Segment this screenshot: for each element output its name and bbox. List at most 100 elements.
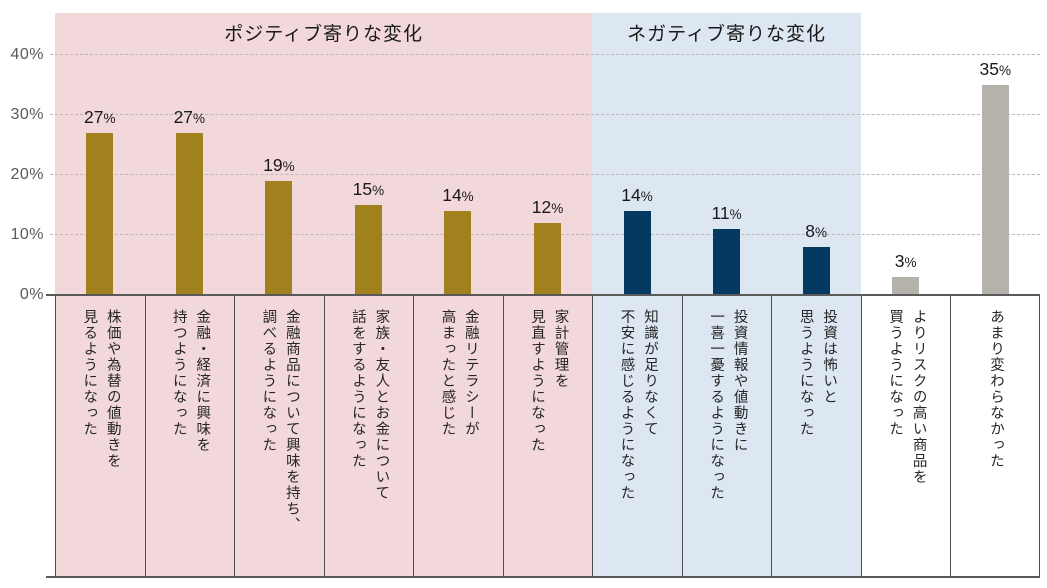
category-label-line: 投資は怖いと	[821, 309, 838, 405]
region-band-positive	[55, 13, 593, 295]
bar	[802, 247, 830, 295]
percent-sign: %	[551, 201, 564, 216]
bar-value-label: 14%	[621, 185, 652, 206]
category-label-line: 思うようになった	[797, 309, 814, 437]
gridline-20pct	[50, 174, 1040, 175]
gridline-40pct	[50, 54, 1040, 55]
category-label-line: 一喜一憂するようになった	[708, 309, 725, 501]
category-label-line: 金融商品について興味を持ち、	[283, 309, 300, 533]
y-tick-label: 30%	[10, 106, 44, 123]
category-label-line: 高まったと感じた	[439, 309, 456, 437]
bar	[354, 205, 382, 295]
bar-value-number: 14	[621, 185, 641, 205]
bar	[892, 277, 920, 295]
bar	[444, 211, 472, 295]
category-cell: 金融リテラシーが 高まったと感じた	[413, 296, 503, 576]
category-label-line: 見直すようになった	[528, 309, 545, 453]
bar-value-label: 19%	[263, 155, 294, 176]
bar-value-number: 27	[84, 107, 104, 127]
category-label-line: 金融リテラシーが	[462, 309, 479, 437]
category-cell: あまり変わらなかった	[950, 296, 1040, 576]
category-label-line: あまり変わらなかった	[987, 309, 1004, 469]
category-label-line: 見るようになった	[81, 309, 98, 437]
category-cell: 金融商品について興味を持ち、 調べるようになった	[234, 296, 324, 576]
y-tick-label: 20%	[10, 166, 44, 183]
bar-value-label: 11%	[711, 203, 741, 224]
gridline-30pct	[50, 114, 1040, 115]
region-band-neutral	[860, 13, 1040, 295]
category-label: 家計管理を 見直すようになった	[525, 309, 572, 453]
bar-value-label: 27%	[174, 107, 205, 128]
category-cell: 家計管理を 見直すようになった	[502, 296, 593, 576]
percent-sign: %	[904, 255, 917, 270]
percent-sign: %	[729, 207, 742, 222]
category-label: よりリスクの高い商品を 買うようになった	[883, 309, 930, 485]
category-label: 株価や為替の値動きを 見るようになった	[77, 309, 124, 469]
category-cell: よりリスクの高い商品を 買うようになった	[860, 296, 951, 576]
percent-sign: %	[461, 189, 474, 204]
bar-value-label: 15%	[353, 179, 384, 200]
bar	[265, 181, 293, 295]
category-label-line: 家計管理を	[552, 309, 569, 389]
category-label-line: 株価や為替の値動きを	[104, 309, 121, 469]
bar-value-number: 12	[531, 197, 552, 217]
bar-value-number: 19	[263, 155, 283, 175]
category-cell: 株価や為替の値動きを 見るようになった	[55, 296, 145, 576]
category-label-line: 持つようになった	[170, 309, 187, 437]
bar-value-label: 8%	[805, 221, 827, 242]
bar-value-number: 15	[352, 179, 373, 199]
category-label: 金融・経済に興味を 持つようになった	[166, 309, 213, 453]
category-cell: 知識が足りなくて 不安に感じるようになった	[592, 296, 682, 576]
bar-value-number: 3	[894, 251, 905, 271]
category-label: 家族・友人とお金について 話をするようになった	[345, 309, 392, 501]
bar-value-number: 27	[173, 107, 194, 127]
percent-sign: %	[282, 159, 295, 174]
bar	[175, 133, 203, 295]
bar	[981, 85, 1009, 295]
category-label-line: 家族・友人とお金について	[373, 309, 390, 501]
percent-sign: %	[640, 189, 653, 204]
percent-sign: %	[372, 183, 385, 198]
category-cell: 金融・経済に興味を 持つようになった	[144, 296, 235, 576]
bar-value-number: 35	[979, 59, 999, 79]
category-label: 知識が足りなくて 不安に感じるようになった	[614, 309, 661, 501]
y-tick-label: 0%	[19, 286, 44, 303]
bar	[534, 223, 561, 295]
category-label: 投資情報や値動きに 一喜一憂するようになった	[704, 309, 751, 501]
y-tick-label: 10%	[10, 226, 44, 243]
category-label-line: 知識が足りなくて	[642, 309, 659, 437]
bar	[713, 229, 741, 295]
category-label: 金融リテラシーが 高まったと感じた	[435, 309, 482, 437]
category-label: 投資は怖いと 思うようになった	[793, 309, 840, 437]
bottom-border-line	[46, 576, 1040, 578]
region-title-positive: ポジティブ寄りな変化	[224, 24, 424, 45]
category-cell: 投資情報や値動きに 一喜一憂するようになった	[681, 296, 772, 576]
category-cell: 投資は怖いと 思うようになった	[771, 296, 861, 576]
category-label-line: 話をするようになった	[349, 309, 366, 469]
bar-value-label: 27%	[84, 107, 115, 128]
category-label: あまり変わらなかった	[983, 309, 1006, 469]
category-label-line: よりリスクの高い商品を	[910, 309, 927, 485]
x-axis-baseline	[46, 294, 1040, 296]
category-label-line: 投資情報や値動きに	[731, 309, 748, 453]
percent-sign: %	[193, 111, 206, 126]
category-label-line: 不安に感じるようになった	[618, 309, 635, 501]
bar-value-number: 8	[805, 221, 815, 241]
bar	[86, 133, 114, 295]
percent-sign: %	[103, 111, 116, 126]
category-cell: 家族・友人とお金について 話をするようになった	[323, 296, 414, 576]
category-label: 金融商品について興味を持ち、 調べるようになった	[256, 309, 303, 533]
bar-value-label: 35%	[979, 59, 1010, 80]
percent-sign: %	[814, 225, 827, 240]
category-label-line: 金融・経済に興味を	[194, 309, 211, 453]
bar-value-label: 3%	[895, 251, 917, 272]
y-tick-label: 40%	[10, 46, 44, 63]
bar-value-number: 11	[711, 203, 730, 223]
bar-value-number: 14	[442, 185, 462, 205]
bar-value-label: 12%	[532, 197, 563, 218]
percent-sign: %	[998, 63, 1011, 78]
category-label-line: 調べるようになった	[260, 309, 277, 453]
bar	[623, 211, 651, 295]
region-title-negative: ネガティブ寄りな変化	[627, 24, 827, 45]
